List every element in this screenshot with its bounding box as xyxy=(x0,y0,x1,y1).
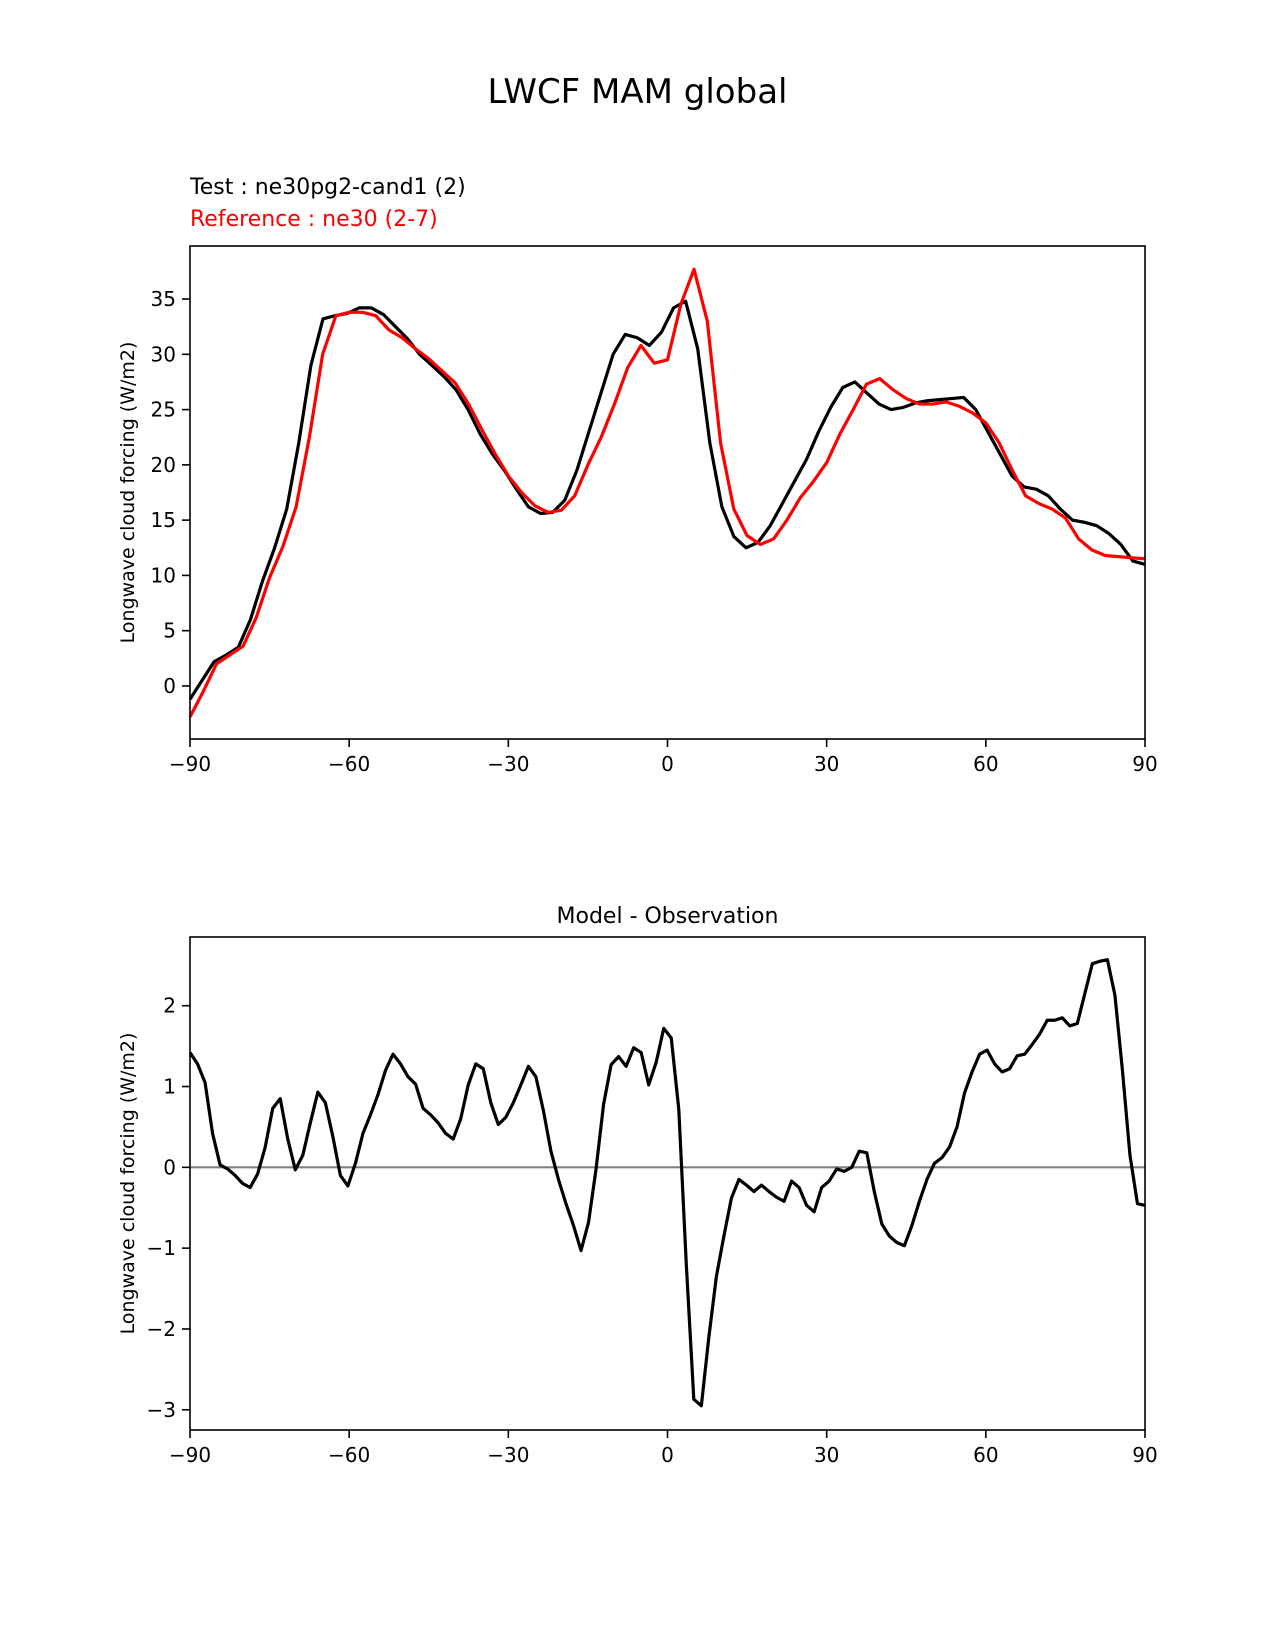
x-tick-label: 90 xyxy=(1132,1443,1157,1467)
x-tick-label: −30 xyxy=(487,752,529,776)
x-tick-label: 30 xyxy=(814,752,839,776)
y-tick-label: 5 xyxy=(163,619,176,643)
panel-title: Model - Observation xyxy=(557,904,779,929)
series-line-test xyxy=(188,958,1146,1408)
x-tick-label: 30 xyxy=(814,1443,839,1467)
y-tick-label: 25 xyxy=(151,398,176,422)
y-axis-label: Longwave cloud forcing (W/m2) xyxy=(117,1033,139,1335)
x-tick-label: 60 xyxy=(973,1443,998,1467)
x-tick-label: 90 xyxy=(1132,752,1157,776)
x-tick-label: −30 xyxy=(487,1443,529,1467)
series-line-reference xyxy=(188,267,1146,718)
y-tick-label: −2 xyxy=(147,1317,176,1341)
y-tick-label: −3 xyxy=(147,1398,176,1422)
y-tick-label: 0 xyxy=(163,674,176,698)
bottom-panel-model-minus-observation: −90 −60 −30 0 30 60 90 −3 −2 −1 0 1 2 Longwave cloud … xyxy=(117,904,1158,1467)
figure-title: LWCF MAM global xyxy=(487,72,788,112)
y-tick-label: 20 xyxy=(151,453,176,477)
top-panel-lwcf: −90 −60 −30 0 30 60 90 0 5 10 15 20 25 30 35 Longwave c… xyxy=(117,245,1158,776)
x-tick-label: −60 xyxy=(328,752,370,776)
y-tick-label: 2 xyxy=(163,994,176,1018)
x-tick-label: −90 xyxy=(169,1443,211,1467)
y-tick-label: 35 xyxy=(151,287,176,311)
x-tick-label: 60 xyxy=(973,752,998,776)
axes-frame xyxy=(189,936,1146,1431)
legend-test-label: Test : ne30pg2-cand1 (2) xyxy=(190,175,466,200)
x-tick-label: −90 xyxy=(169,752,211,776)
x-tick-label: 0 xyxy=(661,752,674,776)
y-tick-label: 15 xyxy=(151,508,176,532)
y-tick-label: −1 xyxy=(147,1236,176,1260)
y-axis-label: Longwave cloud forcing (W/m2) xyxy=(117,342,139,644)
y-tick-label: 1 xyxy=(163,1075,176,1099)
y-tick-label: 30 xyxy=(151,342,176,366)
y-tick-label: 0 xyxy=(163,1155,176,1179)
legend-reference-label: Reference : ne30 (2-7) xyxy=(190,207,438,232)
x-tick-label: −60 xyxy=(328,1443,370,1467)
y-tick-label: 10 xyxy=(151,563,176,587)
x-tick-label: 0 xyxy=(661,1443,674,1467)
